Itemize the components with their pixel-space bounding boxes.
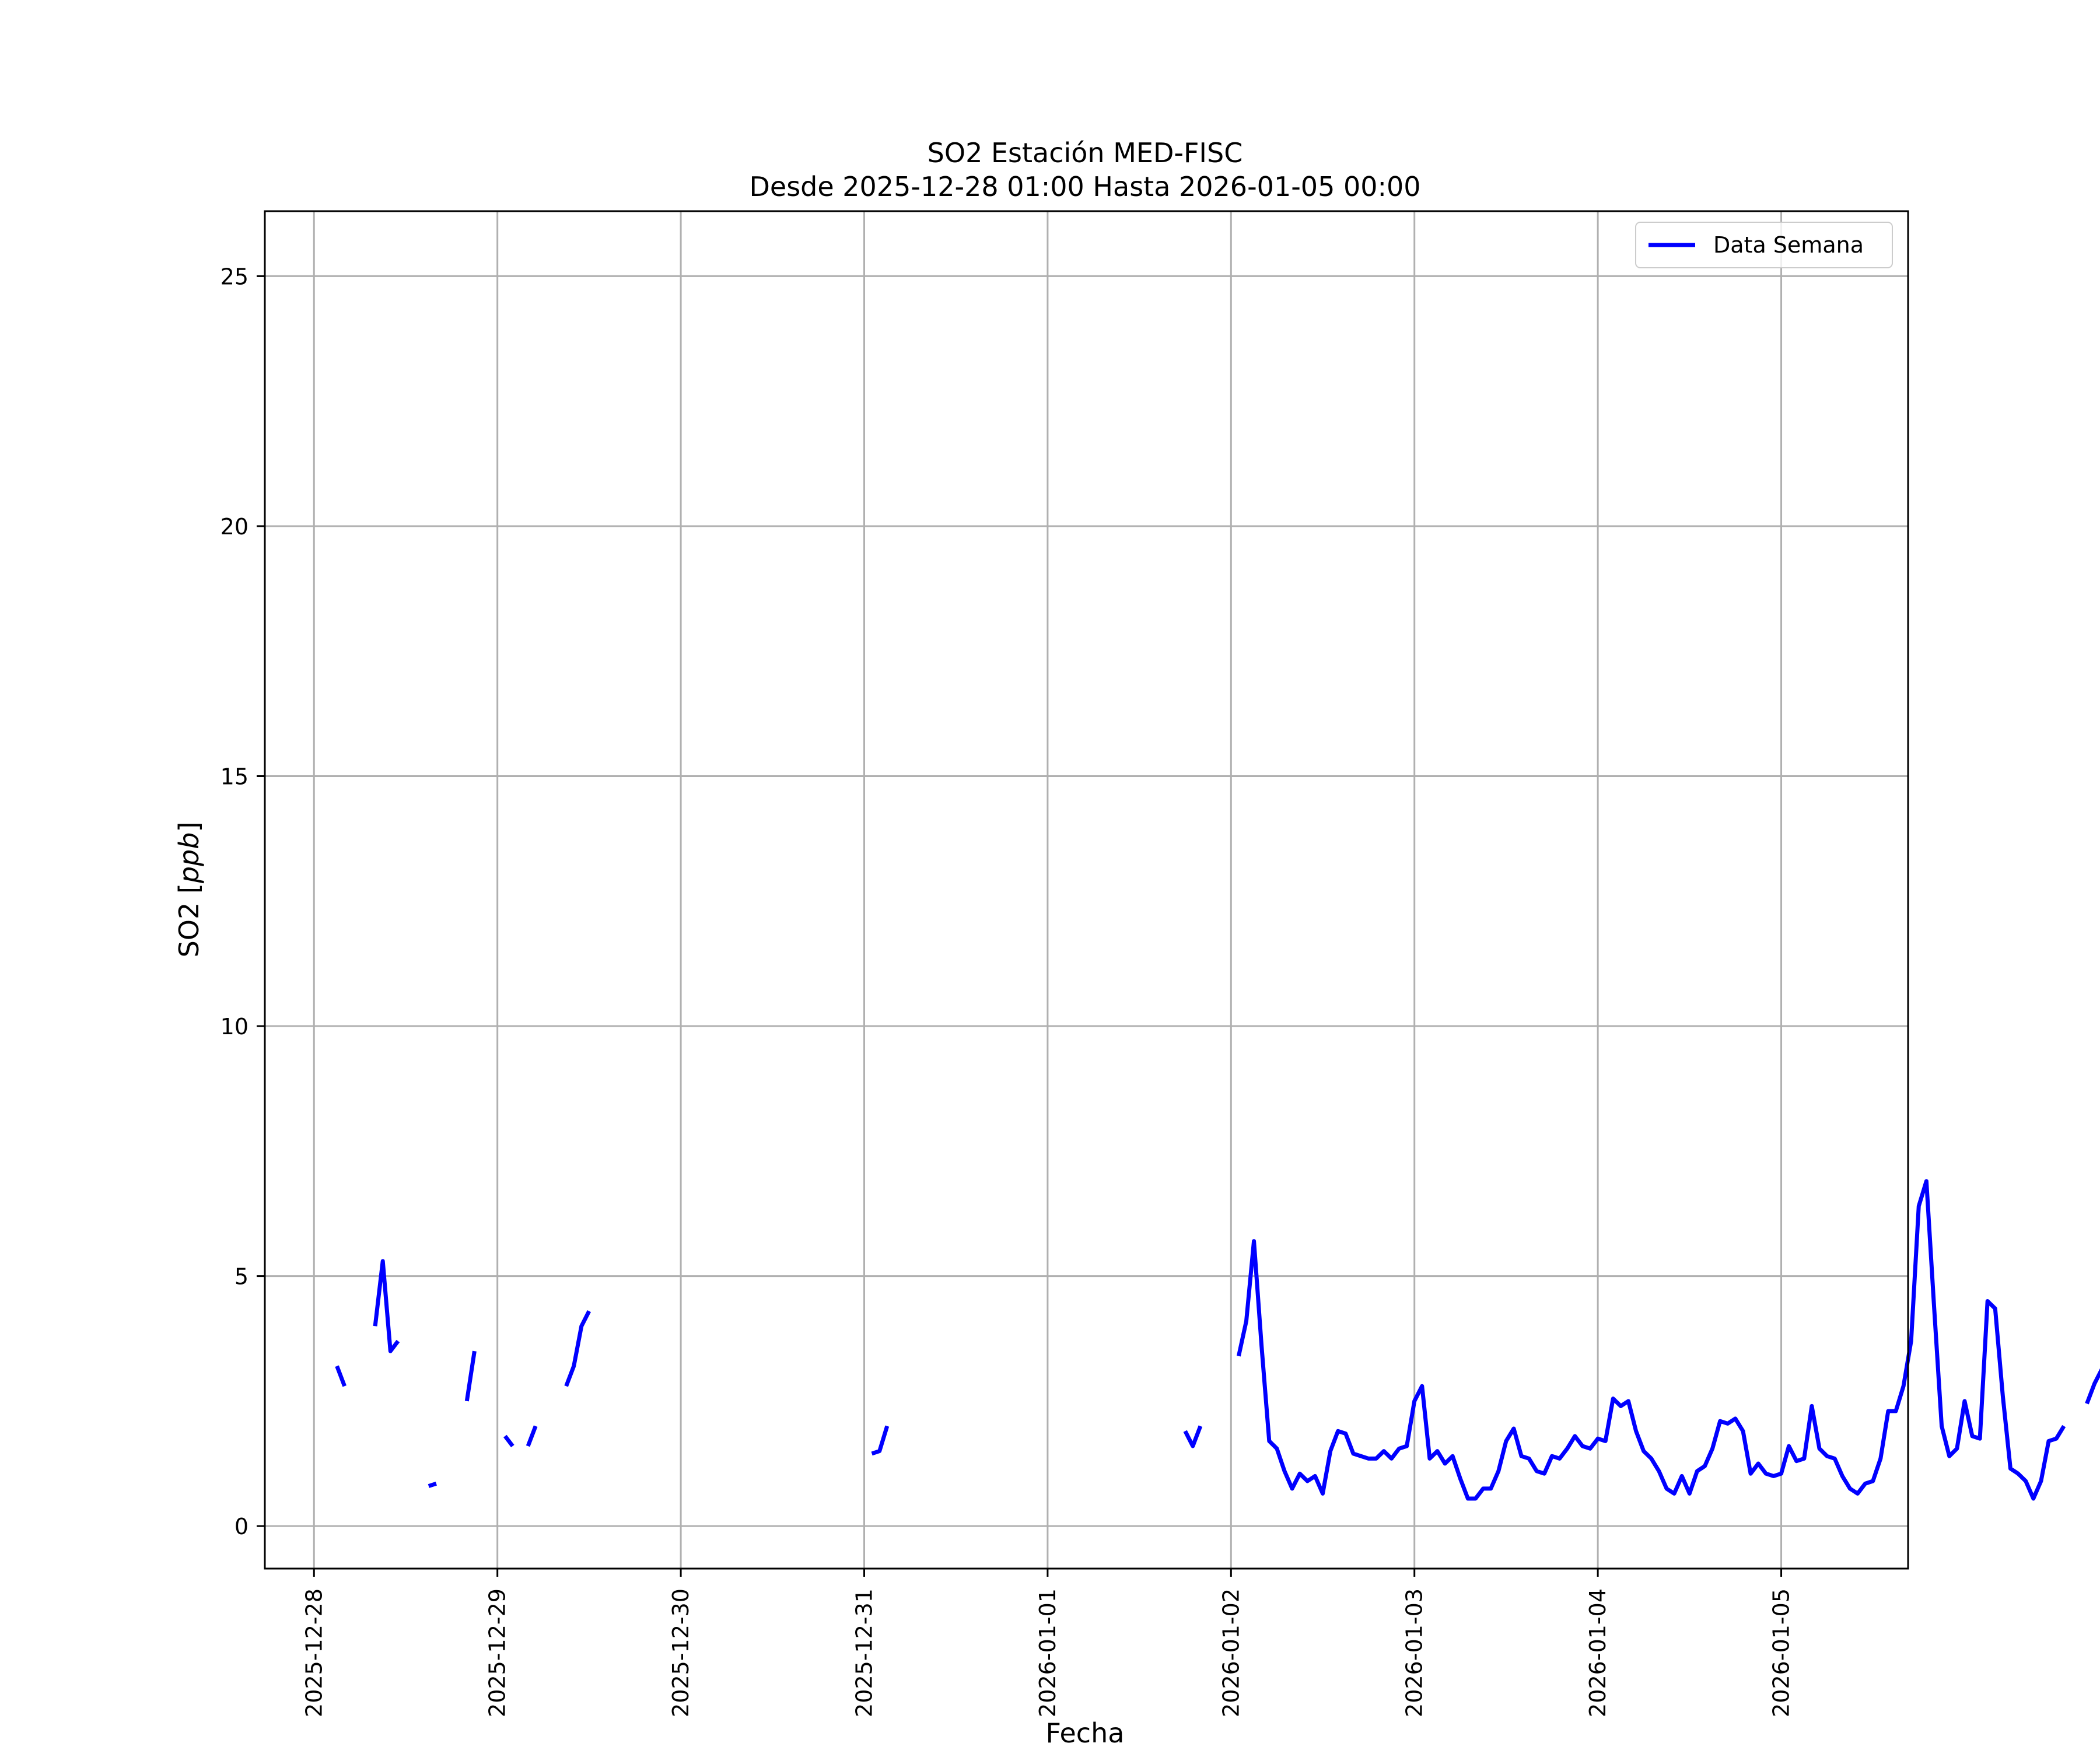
y-tick-label-3: 15 [220,764,249,790]
chart-title: SO2 Estación MED-FISC [928,137,1243,169]
x-tick-label-1: 2025-12-29 [485,1588,510,1717]
series-line-0 [335,1179,2100,1501]
x-tick-label-6: 2026-01-03 [1402,1588,1427,1717]
x-axis-ticks: 2025-12-28 2025-12-29 2025-12-30 2025-12-31… [301,1569,1794,1717]
x-tick-label-4: 2026-01-01 [1035,1588,1060,1717]
y-tick-label-0: 0 [235,1514,249,1539]
y-tick-label-1: 5 [235,1264,249,1290]
x-tick-label-7: 2026-01-04 [1585,1588,1611,1717]
y-axis-ticks: 0 5 10 15 20 25 [220,264,265,1539]
chart-subtitle: Desde 2025-12-28 01:00 Hasta 2026-01-05 … [749,171,1420,202]
legend: Data Semana [1635,222,1893,268]
legend-box [1635,222,1893,268]
x-axis-label: Fecha [1046,1717,1125,1749]
series-data-semana [335,1179,2100,1501]
x-tick-label-5: 2026-01-02 [1218,1588,1244,1717]
x-tick-label-2: 2025-12-30 [668,1588,694,1717]
x-tick-label-3: 2025-12-31 [851,1588,877,1717]
x-tick-label-8: 2026-01-05 [1769,1588,1794,1717]
y-tick-label-5: 25 [220,264,249,289]
x-tick-label-0: 2025-12-28 [301,1588,327,1717]
y-tick-label-4: 20 [220,514,249,540]
axes-frame [264,210,1909,1570]
y-axis-label: SO2 [ppb] [173,822,205,958]
y-tick-label-2: 10 [220,1014,249,1040]
legend-entry-data-semana: Data Semana [1713,232,1864,258]
grid-lines [265,211,1908,1569]
